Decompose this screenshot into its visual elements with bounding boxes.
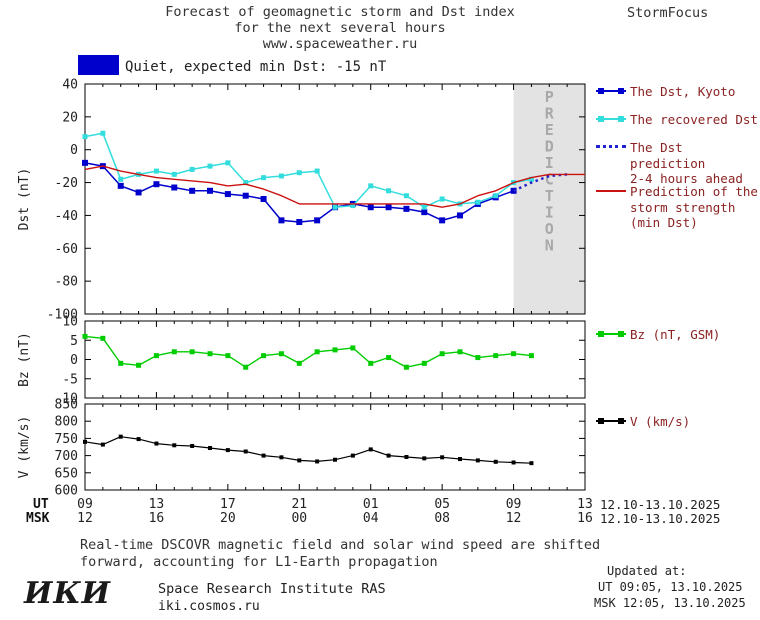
status-label: Quiet, expected min Dst: -15 nT	[125, 59, 387, 75]
svg-text:-100: -100	[47, 308, 78, 323]
iki-logo: ИКИ	[24, 576, 111, 611]
title-line-2: for the next several hours	[234, 20, 446, 36]
title-line-1: Forecast of geomagnetic storm and Dst in…	[165, 4, 515, 20]
legend-entry-dst-prediction: The Dst prediction 2-4 hours ahead	[596, 140, 760, 187]
svg-text:-10: -10	[55, 392, 78, 407]
svg-text:01: 01	[363, 497, 379, 512]
svg-text:09: 09	[77, 497, 93, 512]
dotted-line-marker-icon	[596, 141, 626, 154]
svg-text:Dst (nT): Dst (nT)	[17, 168, 32, 231]
svg-text:V (km/s): V (km/s)	[17, 416, 32, 479]
svg-text:800: 800	[55, 415, 78, 430]
red-line-marker-icon	[596, 185, 626, 198]
svg-text:40: 40	[62, 78, 78, 93]
svg-text:10: 10	[62, 315, 78, 330]
svg-text:20: 20	[220, 511, 236, 526]
updated-ut: UT 09:05, 13.10.2025	[598, 580, 743, 594]
site-url-iki: iki.cosmos.ru	[158, 599, 260, 614]
updated-msk: MSK 12:05, 13.10.2025	[594, 596, 746, 610]
svg-text:12: 12	[77, 511, 93, 526]
legend-label-dst-prediction: The Dst prediction 2-4 hours ahead	[630, 140, 743, 186]
svg-text:00: 00	[291, 511, 307, 526]
svg-text:-40: -40	[55, 209, 78, 224]
svg-text:-80: -80	[55, 275, 78, 290]
legend-entry-recovered-dst: The recovered Dst	[596, 112, 760, 128]
prediction-band-label: R	[545, 105, 555, 123]
institute-name: Space Research Institute RAS	[158, 581, 386, 597]
bz-marker-icon	[596, 328, 626, 341]
xaxis-msk-daterange: 12.10-13.10.2025	[600, 511, 721, 526]
xaxis-msk-label: MSK	[26, 511, 50, 526]
legend-label-dst-kyoto: The Dst, Kyoto	[630, 84, 736, 99]
legend-label-recovered-dst: The recovered Dst	[630, 112, 758, 127]
svg-text:600: 600	[55, 484, 78, 499]
svg-text:13: 13	[149, 497, 165, 512]
legend-label-storm-strength: Prediction of the storm strength (min Ds…	[630, 184, 758, 230]
prediction-band-label: I	[545, 204, 554, 222]
site-url-spaceweather: www.spaceweather.ru	[262, 36, 418, 52]
svg-text:17: 17	[220, 497, 236, 512]
svg-text:16: 16	[577, 511, 593, 526]
svg-text:0: 0	[70, 143, 78, 158]
footnote: Real-time DSCOVR magnetic field and sola…	[80, 537, 600, 571]
recovered-dst-marker-icon	[596, 113, 626, 126]
legend-label-v: V (km/s)	[630, 414, 691, 429]
svg-text:650: 650	[55, 466, 78, 481]
prediction-band-label: E	[545, 121, 554, 139]
prediction-band-label: O	[545, 220, 554, 238]
prediction-band	[513, 84, 585, 314]
dst-kyoto-marker-icon	[596, 85, 626, 98]
svg-text:09: 09	[506, 497, 522, 512]
prediction-band-label: I	[545, 154, 554, 172]
xaxis-ut-daterange: 12.10-13.10.2025	[600, 497, 721, 512]
v-marker-icon	[596, 415, 626, 428]
status-quiet-swatch	[78, 55, 119, 75]
svg-text:-60: -60	[55, 242, 78, 257]
svg-text:16: 16	[149, 511, 165, 526]
svg-text:750: 750	[55, 432, 78, 447]
legend-entry-storm-strength: Prediction of the storm strength (min Ds…	[596, 184, 760, 231]
updated-at-label: Updated at:	[607, 564, 687, 578]
legend-label-bz: Bz (nT, GSM)	[630, 327, 721, 342]
prediction-band-label: T	[545, 187, 554, 205]
svg-text:20: 20	[62, 110, 78, 125]
prediction-band-label: N	[545, 237, 554, 255]
legend-entry-bz: Bz (nT, GSM)	[596, 327, 760, 343]
svg-text:04: 04	[363, 511, 379, 526]
prediction-band-label: P	[545, 88, 554, 106]
svg-text:08: 08	[434, 511, 450, 526]
xaxis-ut-label: UT	[33, 497, 49, 512]
legend-entry-dst-kyoto: The Dst, Kyoto	[596, 84, 760, 100]
bz-panel: 10 5 0 -5 -10 Bz (nT)	[17, 315, 586, 407]
v-panel: 850 800 750 700 650 600 V (km/s)	[17, 398, 586, 499]
footnote-line-2: forward, accounting for L1-Earth propaga…	[80, 554, 438, 570]
svg-text:-5: -5	[62, 372, 78, 387]
svg-text:21: 21	[291, 497, 307, 512]
svg-text:0: 0	[70, 353, 78, 368]
svg-text:13: 13	[577, 497, 593, 512]
footnote-line-1: Real-time DSCOVR magnetic field and sola…	[80, 537, 601, 553]
svg-text:05: 05	[434, 497, 450, 512]
prediction-band-label: D	[545, 138, 554, 156]
legend-entry-v: V (km/s)	[596, 414, 760, 430]
svg-text:-20: -20	[55, 176, 78, 191]
svg-text:850: 850	[55, 398, 78, 413]
svg-text:700: 700	[55, 449, 78, 464]
brand-stormfocus: StormFocus	[627, 5, 709, 21]
svg-text:5: 5	[70, 334, 78, 349]
svg-text:Bz (nT): Bz (nT)	[17, 332, 32, 387]
svg-text:12: 12	[506, 511, 522, 526]
prediction-band-label: C	[545, 171, 554, 189]
page-title: Forecast of geomagnetic storm and Dst in…	[80, 4, 600, 52]
